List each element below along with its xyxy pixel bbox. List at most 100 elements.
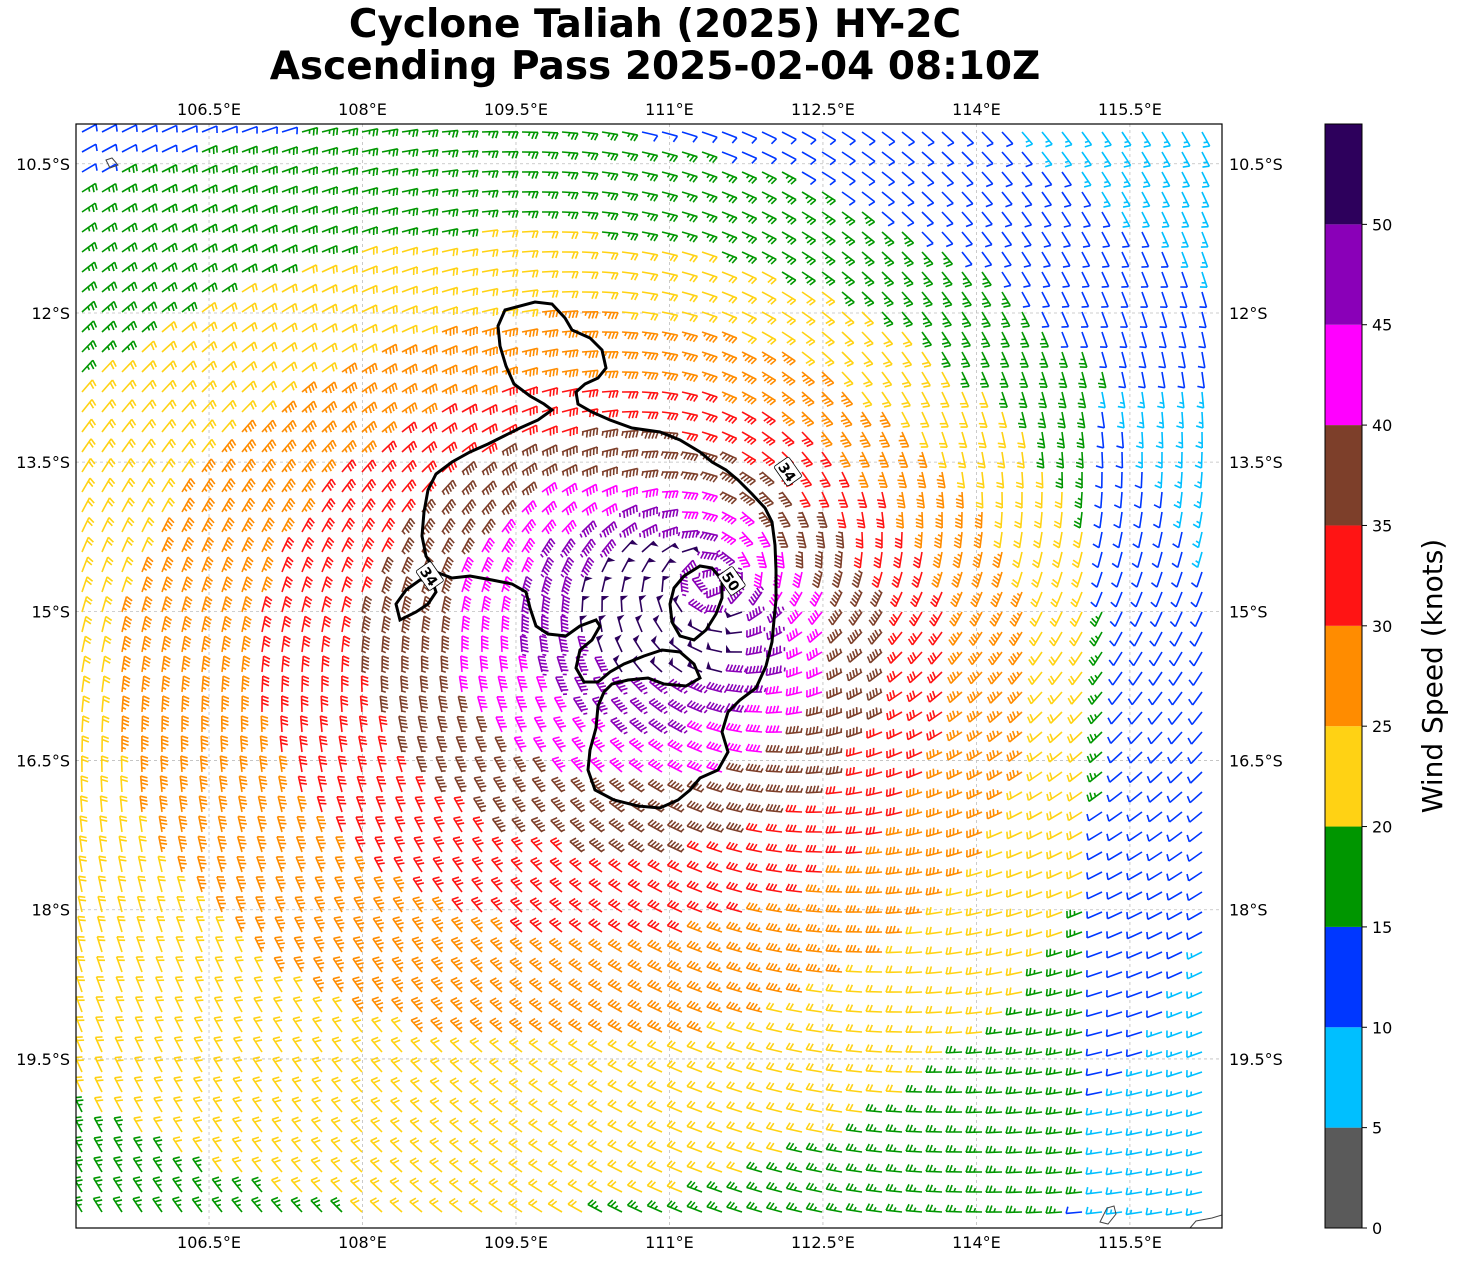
wind-barb (301, 244, 318, 254)
wind-barb (721, 291, 738, 304)
wind-barb (501, 170, 519, 179)
wind-barb (521, 190, 539, 199)
colorbar-tick-label: 5 (1372, 1119, 1382, 1138)
wind-barb (321, 244, 338, 255)
wind-barb (101, 183, 118, 193)
wind-barb (901, 131, 915, 147)
wind-barb (601, 171, 619, 181)
wind-barb (621, 271, 639, 281)
wind-barb (401, 148, 419, 157)
wind-barb (1179, 291, 1188, 309)
wind-barb (101, 143, 118, 153)
wind-barb (301, 166, 318, 176)
wind-barb (941, 151, 955, 167)
wind-barb (960, 371, 970, 388)
wind-barb (501, 131, 519, 139)
wind-barb (621, 371, 639, 380)
wind-barb (401, 207, 419, 217)
wind-barb (1141, 211, 1150, 228)
wind-barb (1061, 211, 1072, 228)
wind-barb (1038, 371, 1048, 388)
wind-barb (101, 300, 118, 313)
wind-barb (721, 171, 738, 184)
wind-barb (121, 202, 138, 213)
wind-barb (1061, 271, 1071, 288)
wind-barb (841, 151, 856, 166)
wind-barb (801, 391, 815, 407)
wind-barb (1061, 231, 1071, 248)
wind-barb (241, 302, 258, 313)
wind-barb (761, 391, 777, 406)
wind-barb (781, 231, 797, 246)
wind-barb (941, 171, 954, 187)
wind-barb (581, 291, 599, 299)
wind-barb (181, 282, 198, 293)
wind-barb (281, 322, 298, 333)
wind-barb (561, 349, 579, 358)
wind-barb (1140, 271, 1149, 288)
wind-barb (581, 271, 599, 280)
lon-tick-label-top: 109.5°E (484, 100, 548, 119)
wind-barb (981, 271, 992, 288)
wind-barb (481, 130, 499, 139)
wind-barb (361, 226, 378, 236)
wind-barb (441, 188, 459, 198)
wind-barb (1077, 391, 1087, 409)
wind-barb (881, 131, 896, 147)
wind-barb (940, 391, 950, 408)
wind-barb (921, 131, 935, 147)
wind-barb (361, 186, 379, 196)
wind-barb (1141, 151, 1151, 168)
wind-barb (1019, 371, 1029, 388)
wind-barb (501, 249, 519, 258)
wind-barb (161, 183, 178, 194)
wind-barb (1081, 191, 1092, 208)
wind-barb (1041, 291, 1051, 308)
wind-barb (681, 171, 698, 183)
wind-barb (1061, 311, 1070, 328)
wind-barb (201, 380, 217, 393)
wind-barb (1197, 351, 1206, 369)
colorbar-bin (1325, 324, 1362, 426)
wind-barb (999, 391, 1008, 408)
wind-barb (921, 171, 935, 187)
wind-barb (101, 261, 118, 273)
wind-barb (421, 188, 439, 197)
wind-barb (741, 311, 758, 325)
wind-barb (401, 382, 418, 395)
wind-barb (1140, 291, 1149, 308)
wind-barb (541, 270, 559, 279)
wind-barb (521, 171, 539, 179)
wind-barb (961, 331, 971, 348)
wind-barb (81, 300, 98, 313)
wind-barb (121, 222, 138, 233)
wind-barb (521, 308, 539, 318)
wind-barb (221, 223, 238, 234)
wind-barb (661, 231, 679, 243)
colorbar: 0 5 10 15 20 25 30 35 40 45 50 (1324, 123, 1392, 1238)
wind-barb (301, 126, 319, 136)
wind-barb (821, 311, 836, 327)
wind-barb (781, 131, 797, 145)
wind-barb (1081, 311, 1089, 328)
lat-tick-label-left: 10.5°S (16, 155, 70, 174)
wind-barb (861, 171, 876, 187)
wind-barb (1101, 291, 1109, 308)
wind-barb (441, 129, 459, 138)
wind-barb (721, 351, 738, 364)
wind-barb (761, 291, 777, 305)
wind-barb (741, 351, 757, 365)
wind-barb (501, 288, 519, 297)
wind-barb (121, 359, 137, 373)
wind-barb (641, 291, 659, 302)
wind-barb (161, 281, 178, 293)
wind-barb (621, 251, 639, 261)
wind-barb (281, 165, 298, 175)
wind-barb (801, 271, 816, 286)
wind-barb (1001, 271, 1012, 288)
wind-barb (901, 331, 913, 348)
wind-barb (1081, 271, 1090, 288)
wind-barb (1061, 251, 1071, 268)
wind-barb (781, 351, 796, 366)
wind-barb (1139, 311, 1148, 329)
